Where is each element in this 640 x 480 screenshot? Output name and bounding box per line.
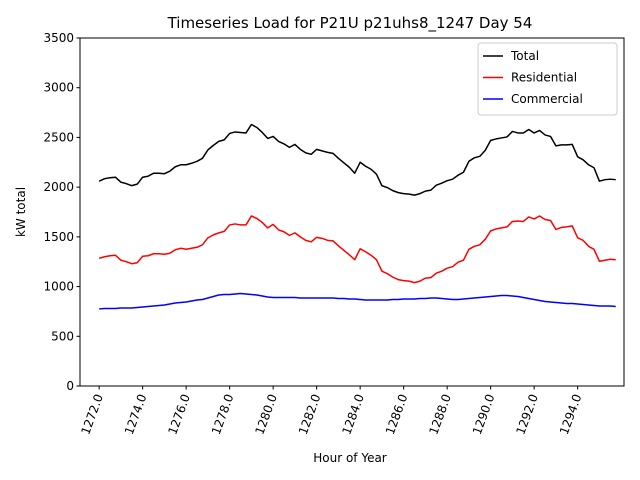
series-lines xyxy=(98,123,616,310)
legend: Total Residential Commercial xyxy=(477,42,618,116)
series-line-total xyxy=(98,123,616,196)
chart-title: Timeseries Load for P21U p21uhs8_1247 Da… xyxy=(167,14,533,33)
legend-label-residential: Residential xyxy=(511,71,577,85)
legend-label-commercial: Commercial xyxy=(511,92,583,106)
legend-box xyxy=(477,42,618,116)
plot-frame xyxy=(79,37,625,387)
y-tick-label: 500 xyxy=(51,329,74,343)
y-tick-label: 2500 xyxy=(43,130,74,144)
y-tick-label: 3000 xyxy=(43,81,74,95)
series-line-residential xyxy=(98,215,616,284)
y-tick-label: 1000 xyxy=(43,280,74,294)
y-tick-label: 3500 xyxy=(43,31,74,45)
y-tick-label: 0 xyxy=(66,379,74,393)
x-axis-label: Hour of Year xyxy=(313,451,387,465)
y-axis: 0 500 1000 1500 2000 2500 3000 3500 xyxy=(43,31,80,393)
y-axis-label: kW total xyxy=(14,187,28,237)
legend-label-total: Total xyxy=(510,49,539,63)
y-tick-label: 2000 xyxy=(43,180,74,194)
series-line-commercial xyxy=(99,292,616,310)
y-tick-label: 1500 xyxy=(43,230,74,244)
